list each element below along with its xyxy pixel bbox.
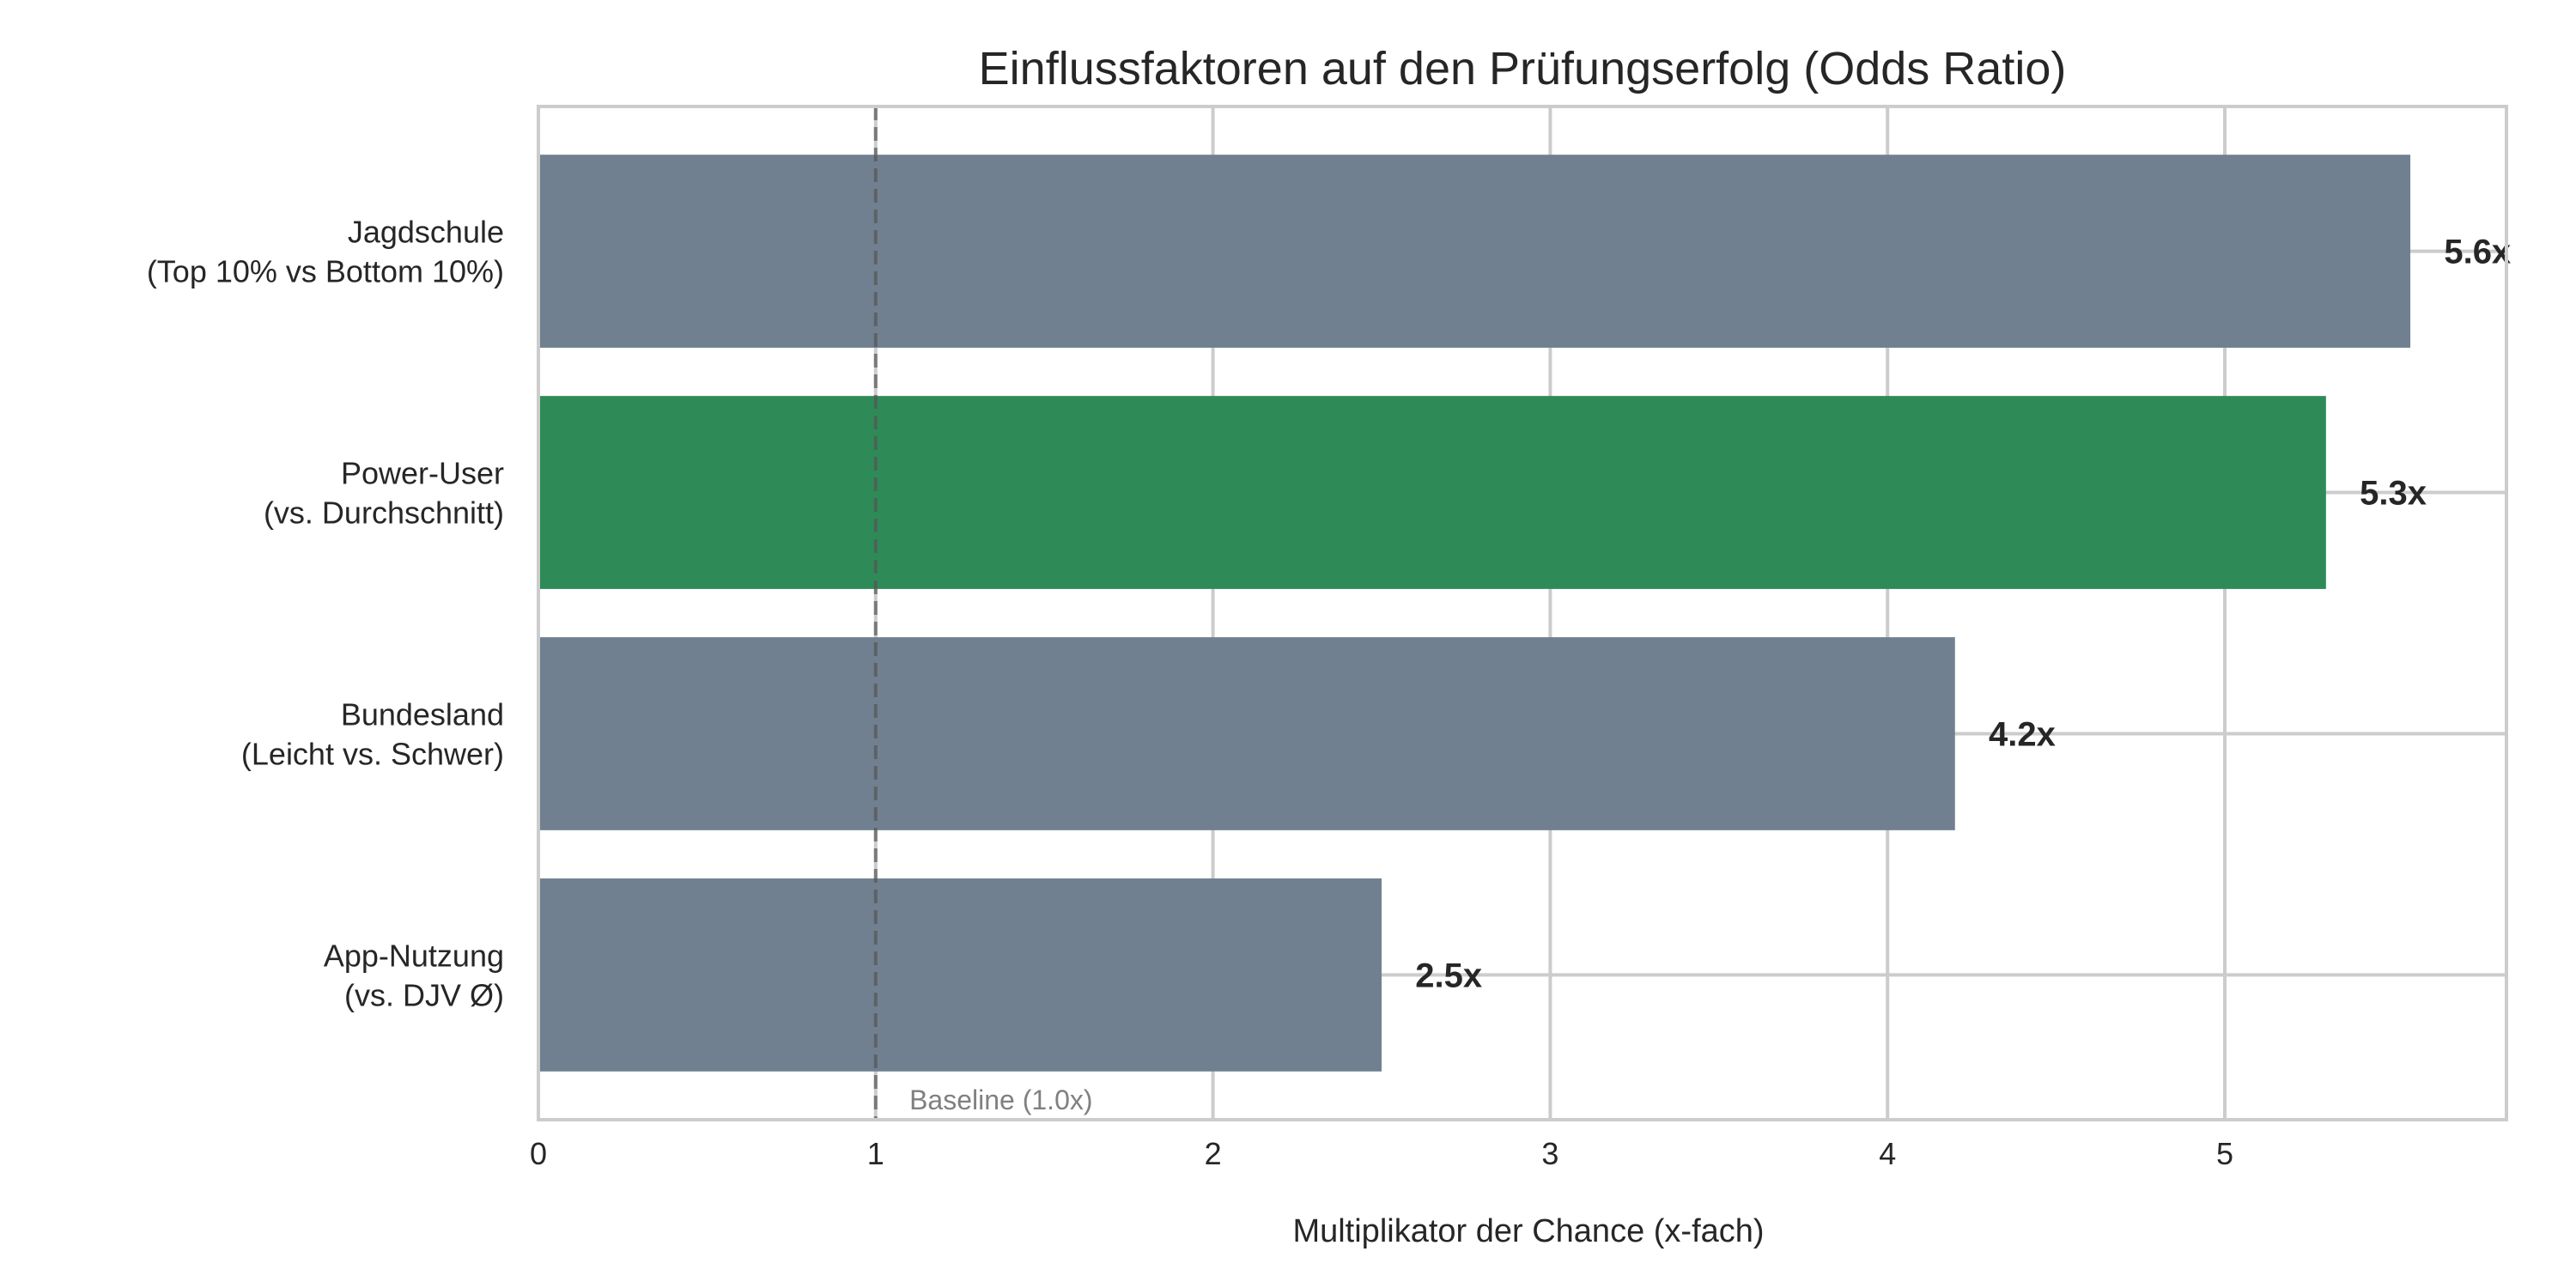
y-tick-label: Bundesland (Leicht vs. Schwer) <box>241 696 504 771</box>
y-tick-label: Jagdschule (Top 10% vs Bottom 10%) <box>147 215 504 289</box>
bar <box>538 878 1382 1072</box>
bar-value-label: 5.3x <box>2360 475 2427 513</box>
x-tick-label: 4 <box>1879 1136 1896 1171</box>
bar-value-label: 4.2x <box>1989 715 2056 753</box>
bar <box>538 637 1955 830</box>
x-tick-label: 5 <box>2216 1136 2233 1171</box>
bar <box>538 155 2411 348</box>
x-axis-label: Multiplikator der Chance (x-fach) <box>1292 1213 1764 1249</box>
plot-frame <box>537 105 2508 1121</box>
baseline-label: Baseline (1.0x) <box>909 1084 1092 1115</box>
bar <box>538 396 2326 589</box>
y-tick-label: App-Nutzung (vs. DJV Ø) <box>324 938 504 1012</box>
x-tick-label: 3 <box>1541 1136 1558 1171</box>
x-tick-label: 1 <box>867 1136 884 1171</box>
y-tick-label: Power-User (vs. Durchschnitt) <box>264 456 504 531</box>
chart-title: Einflussfaktoren auf den Prüfungserfolg … <box>979 43 2067 94</box>
bar-value-label: 2.5x <box>1415 957 1482 994</box>
x-tick-label: 2 <box>1205 1136 1222 1171</box>
bar-value-label: 5.6x <box>2444 234 2511 271</box>
x-tick-label: 0 <box>530 1136 547 1171</box>
